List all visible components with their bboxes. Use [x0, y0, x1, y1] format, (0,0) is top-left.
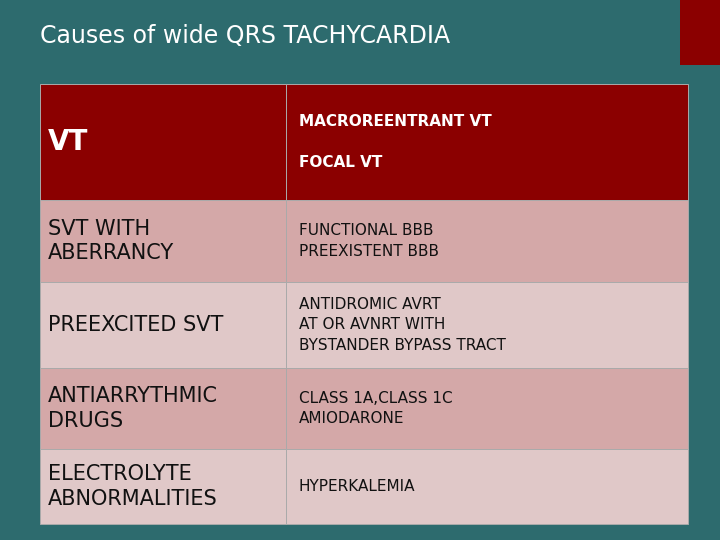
FancyBboxPatch shape: [40, 84, 286, 200]
FancyBboxPatch shape: [286, 282, 688, 368]
Text: SVT WITH
ABERRANCY: SVT WITH ABERRANCY: [48, 219, 174, 264]
Text: ELECTROLYTE
ABNORMALITIES: ELECTROLYTE ABNORMALITIES: [48, 464, 218, 509]
Text: FUNCTIONAL BBB
PREEXISTENT BBB: FUNCTIONAL BBB PREEXISTENT BBB: [299, 224, 438, 259]
Text: MACROREENTRANT VT

FOCAL VT: MACROREENTRANT VT FOCAL VT: [299, 114, 492, 170]
FancyBboxPatch shape: [40, 200, 286, 282]
Text: HYPERKALEMIA: HYPERKALEMIA: [299, 479, 415, 494]
Text: VT: VT: [48, 128, 89, 156]
Text: Causes of wide QRS TACHYCARDIA: Causes of wide QRS TACHYCARDIA: [40, 24, 450, 48]
FancyBboxPatch shape: [286, 84, 688, 200]
FancyBboxPatch shape: [40, 368, 286, 449]
FancyBboxPatch shape: [286, 200, 688, 282]
FancyBboxPatch shape: [286, 368, 688, 449]
Text: ANTIARRYTHMIC
DRUGS: ANTIARRYTHMIC DRUGS: [48, 386, 218, 431]
FancyBboxPatch shape: [40, 449, 286, 524]
Text: CLASS 1A,CLASS 1C
AMIODARONE: CLASS 1A,CLASS 1C AMIODARONE: [299, 390, 452, 426]
FancyBboxPatch shape: [40, 282, 286, 368]
Text: ANTIDROMIC AVRT
AT OR AVNRT WITH
BYSTANDER BYPASS TRACT: ANTIDROMIC AVRT AT OR AVNRT WITH BYSTAND…: [299, 297, 505, 353]
FancyBboxPatch shape: [680, 0, 720, 65]
FancyBboxPatch shape: [286, 449, 688, 524]
Text: PREEXCITED SVT: PREEXCITED SVT: [48, 315, 224, 335]
